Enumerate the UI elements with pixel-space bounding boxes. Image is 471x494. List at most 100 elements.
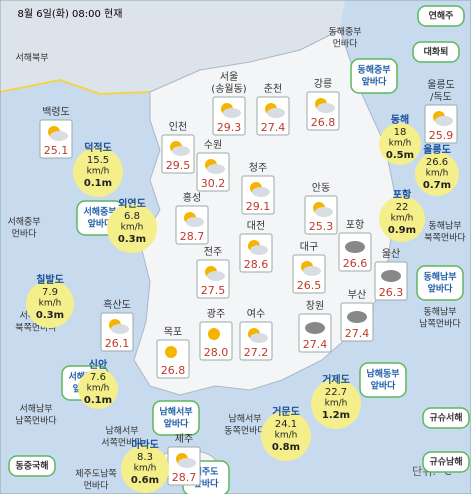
cloud-icon [315, 207, 333, 217]
cloud-icon [305, 322, 325, 334]
city-temp: 27.4 [261, 121, 286, 134]
buoy-name: 포항 [393, 188, 412, 201]
sea-area-label: 남해동부 [366, 368, 399, 380]
city-box [199, 321, 233, 361]
city-temp: 28.6 [244, 258, 269, 271]
sea-area-label: 앞바다 [428, 283, 454, 295]
city-temp: 25.1 [44, 144, 69, 157]
city-name: 전주 [204, 246, 222, 258]
buoy-speed: 15.5 [87, 155, 109, 166]
buoy-wave: 0.3m [118, 234, 146, 245]
city-name: 춘천 [264, 83, 282, 95]
buoy-speed: 22 [396, 202, 409, 213]
cloud-icon [250, 333, 268, 343]
buoy-circle [107, 203, 157, 253]
buoy-speed: 7.6 [90, 372, 106, 383]
cloud-icon [317, 103, 335, 113]
buoy-speed: 26.6 [426, 157, 448, 168]
city-name: 안동 [312, 182, 330, 194]
city-name: 서울 [220, 71, 238, 83]
city-name: 울산 [382, 248, 400, 260]
city-temp: 27.2 [244, 346, 269, 359]
cloud-icon [250, 245, 268, 255]
city-box [156, 339, 190, 379]
sea-area-label: 동해중부 [328, 27, 361, 38]
buoy-circle [379, 123, 421, 165]
sea-area-box [359, 362, 407, 398]
city-name: 울릉도 [427, 79, 455, 91]
buoy-speed-unit: km/h [39, 299, 62, 309]
buoy-wave: 0.5m [386, 150, 414, 161]
sea-area-label: 남해서부 [105, 426, 138, 437]
city-name: 제주 [175, 433, 193, 445]
city-temp: 28.7 [180, 230, 205, 243]
buoy-speed-unit: km/h [87, 167, 110, 177]
buoy-speed-unit: km/h [389, 139, 412, 149]
sea-area-label: 서해중부 [7, 217, 40, 228]
cloud-icon [223, 108, 241, 118]
sea-area-box [422, 451, 470, 473]
city-temp: 28.0 [204, 346, 229, 359]
buoy-circle [78, 369, 118, 409]
buoy-circle [26, 280, 74, 328]
buoy-circle [311, 379, 361, 429]
sea-area-box [8, 455, 56, 477]
sea-area-box [416, 265, 464, 301]
sea-area-label: 동해남부 [423, 271, 456, 283]
buoy-speed: 6.8 [124, 211, 140, 222]
buoy-speed-unit: km/h [134, 464, 157, 474]
sea-area-label: 동중국해 [15, 460, 48, 472]
city-name: /독도 [430, 91, 452, 103]
cloud-icon [347, 311, 367, 323]
cloud-icon [50, 131, 68, 141]
city-temp: 29.3 [217, 121, 242, 134]
cloud-icon [303, 266, 321, 276]
buoy-speed: 8.3 [137, 452, 153, 463]
buoy-name: 마라도 [131, 438, 159, 451]
buoy-wave: 0.1m [84, 395, 112, 406]
buoy-name: 외연도 [118, 197, 146, 210]
cloud-icon [111, 324, 129, 334]
sea-area-label: 먼바다 [12, 229, 38, 240]
buoy-speed: 18 [394, 127, 407, 138]
sea-area-label: 서해중부 [83, 206, 116, 218]
buoy-name: 신안 [89, 358, 108, 371]
sea-area-label: 남쪽먼바다 [15, 416, 57, 427]
buoy-circle [73, 147, 123, 197]
sea-area-label: 대화퇴 [424, 46, 449, 58]
buoy-name: 울릉도 [423, 144, 451, 156]
city-temp: 25.3 [309, 220, 334, 233]
buoy-speed-unit: km/h [391, 214, 414, 224]
buoy-speed-unit: km/h [275, 431, 298, 441]
buoy-name: 칠발도 [36, 273, 64, 286]
sea-area-label: 먼바다 [84, 481, 110, 492]
cloud-icon [178, 458, 196, 468]
sea-area-label: 앞바다 [371, 380, 397, 392]
city-name: 포항 [346, 219, 364, 231]
buoy-name: 거제도 [322, 373, 350, 386]
sea-area-box [422, 407, 470, 429]
city-name: 대전 [247, 220, 265, 232]
sea-area-label: 제주도남쪽 [75, 469, 116, 480]
buoy-circle [415, 152, 459, 196]
city-name: 인천 [169, 121, 187, 133]
sea-area-label: 규슈서해 [429, 412, 462, 424]
sea-area-box [350, 58, 398, 94]
boundary [0, 78, 151, 96]
cloud-icon [186, 217, 204, 227]
buoy-name: 거문도 [272, 405, 300, 418]
buoy-speed-unit: km/h [87, 384, 110, 394]
city-temp: 27.5 [201, 284, 226, 297]
cloud-icon [252, 187, 270, 197]
sea-area-label: 동해중부 [357, 64, 390, 76]
sea-area-label: 앞바다 [88, 218, 114, 230]
buoy-circle [261, 411, 311, 461]
sea-area-label: 동쪽먼바다 [224, 426, 266, 437]
city-name: 목포 [164, 326, 182, 338]
buoy-wave: 1.2m [322, 410, 350, 421]
sea-area-label: 앞바다 [164, 418, 190, 430]
buoy-wave: 0.8m [272, 442, 300, 453]
city-name: 광주 [207, 308, 225, 320]
city-name: 수원 [204, 139, 222, 151]
